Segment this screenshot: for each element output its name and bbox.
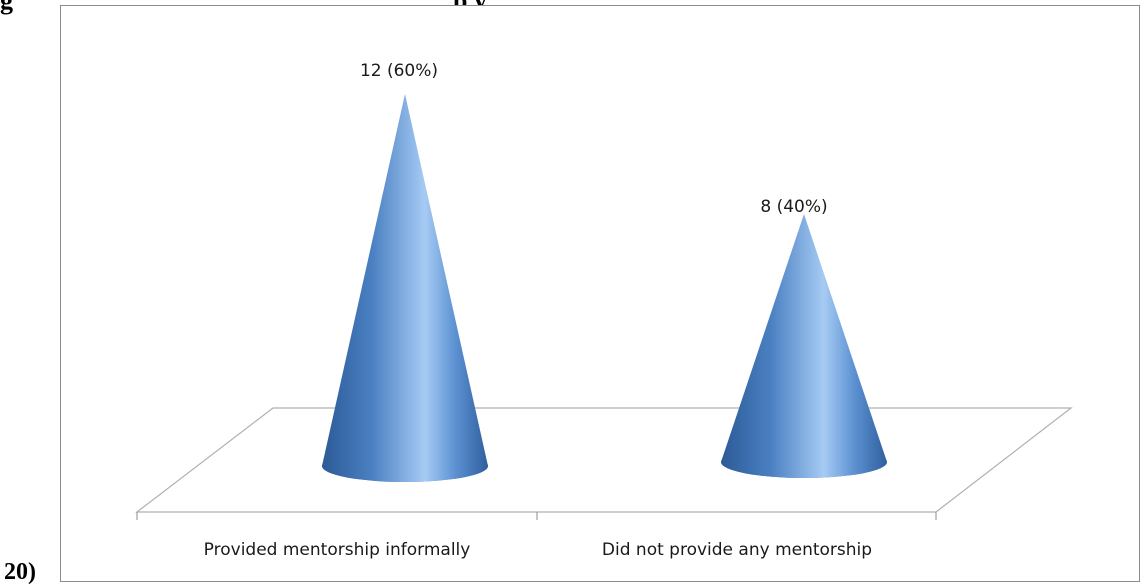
data-labels: 12 (60%) 8 (40%) <box>360 61 828 217</box>
data-label-1: 8 (40%) <box>760 197 827 217</box>
cone-series <box>322 94 887 482</box>
chart-frame <box>60 5 1140 582</box>
chart-floor <box>135 407 1073 513</box>
figure-caption-bottom: 20) <box>4 559 36 585</box>
caption-top-fragment: g <box>0 0 13 15</box>
cone-bar-1 <box>721 214 887 478</box>
tick-label-did-not-provide-any-mentorship: Did not provide any mentorship <box>602 540 872 560</box>
tick-label-provided-mentorship-informally: Provided mentorship informally <box>204 540 471 560</box>
cone-bar-0 <box>322 94 488 482</box>
data-label-0: 12 (60%) <box>360 61 438 81</box>
